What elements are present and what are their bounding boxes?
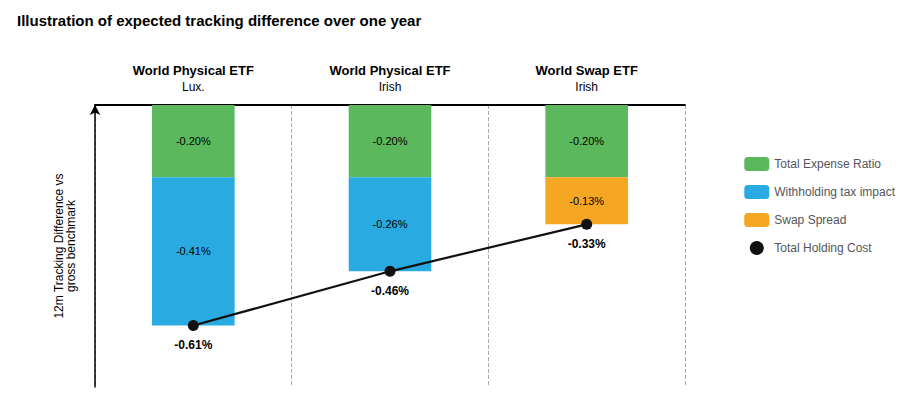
- svg-text:Illustration of expected track: Illustration of expected tracking differ…: [17, 12, 421, 29]
- svg-text:-0.20%: -0.20%: [569, 135, 604, 147]
- svg-text:Withholding tax impact: Withholding tax impact: [774, 185, 895, 199]
- svg-text:Total Holding Cost: Total Holding Cost: [774, 241, 872, 255]
- svg-text:-0.13%: -0.13%: [569, 195, 604, 207]
- svg-text:World Physical ETF: World Physical ETF: [329, 63, 450, 78]
- svg-text:-0.20%: -0.20%: [176, 135, 211, 147]
- svg-text:-0.20%: -0.20%: [373, 135, 408, 147]
- svg-text:-0.61%: -0.61%: [174, 338, 212, 352]
- svg-text:-0.33%: -0.33%: [568, 237, 606, 251]
- svg-text:-0.41%: -0.41%: [176, 245, 211, 257]
- svg-text:Total Expense Ratio: Total Expense Ratio: [774, 157, 881, 171]
- svg-text:Swap Spread: Swap Spread: [774, 213, 846, 227]
- svg-text:Lux.: Lux.: [182, 80, 205, 94]
- svg-text:12m Tracking Difference vs: 12m Tracking Difference vs: [52, 173, 66, 319]
- svg-text:Irish: Irish: [379, 80, 402, 94]
- svg-text:World Physical ETF: World Physical ETF: [133, 63, 254, 78]
- svg-text:-0.46%: -0.46%: [371, 284, 409, 298]
- svg-text:-0.26%: -0.26%: [373, 218, 408, 230]
- svg-text:gross benchmark: gross benchmark: [64, 199, 78, 292]
- svg-text:Irish: Irish: [575, 80, 598, 94]
- svg-text:World Swap ETF: World Swap ETF: [536, 63, 638, 78]
